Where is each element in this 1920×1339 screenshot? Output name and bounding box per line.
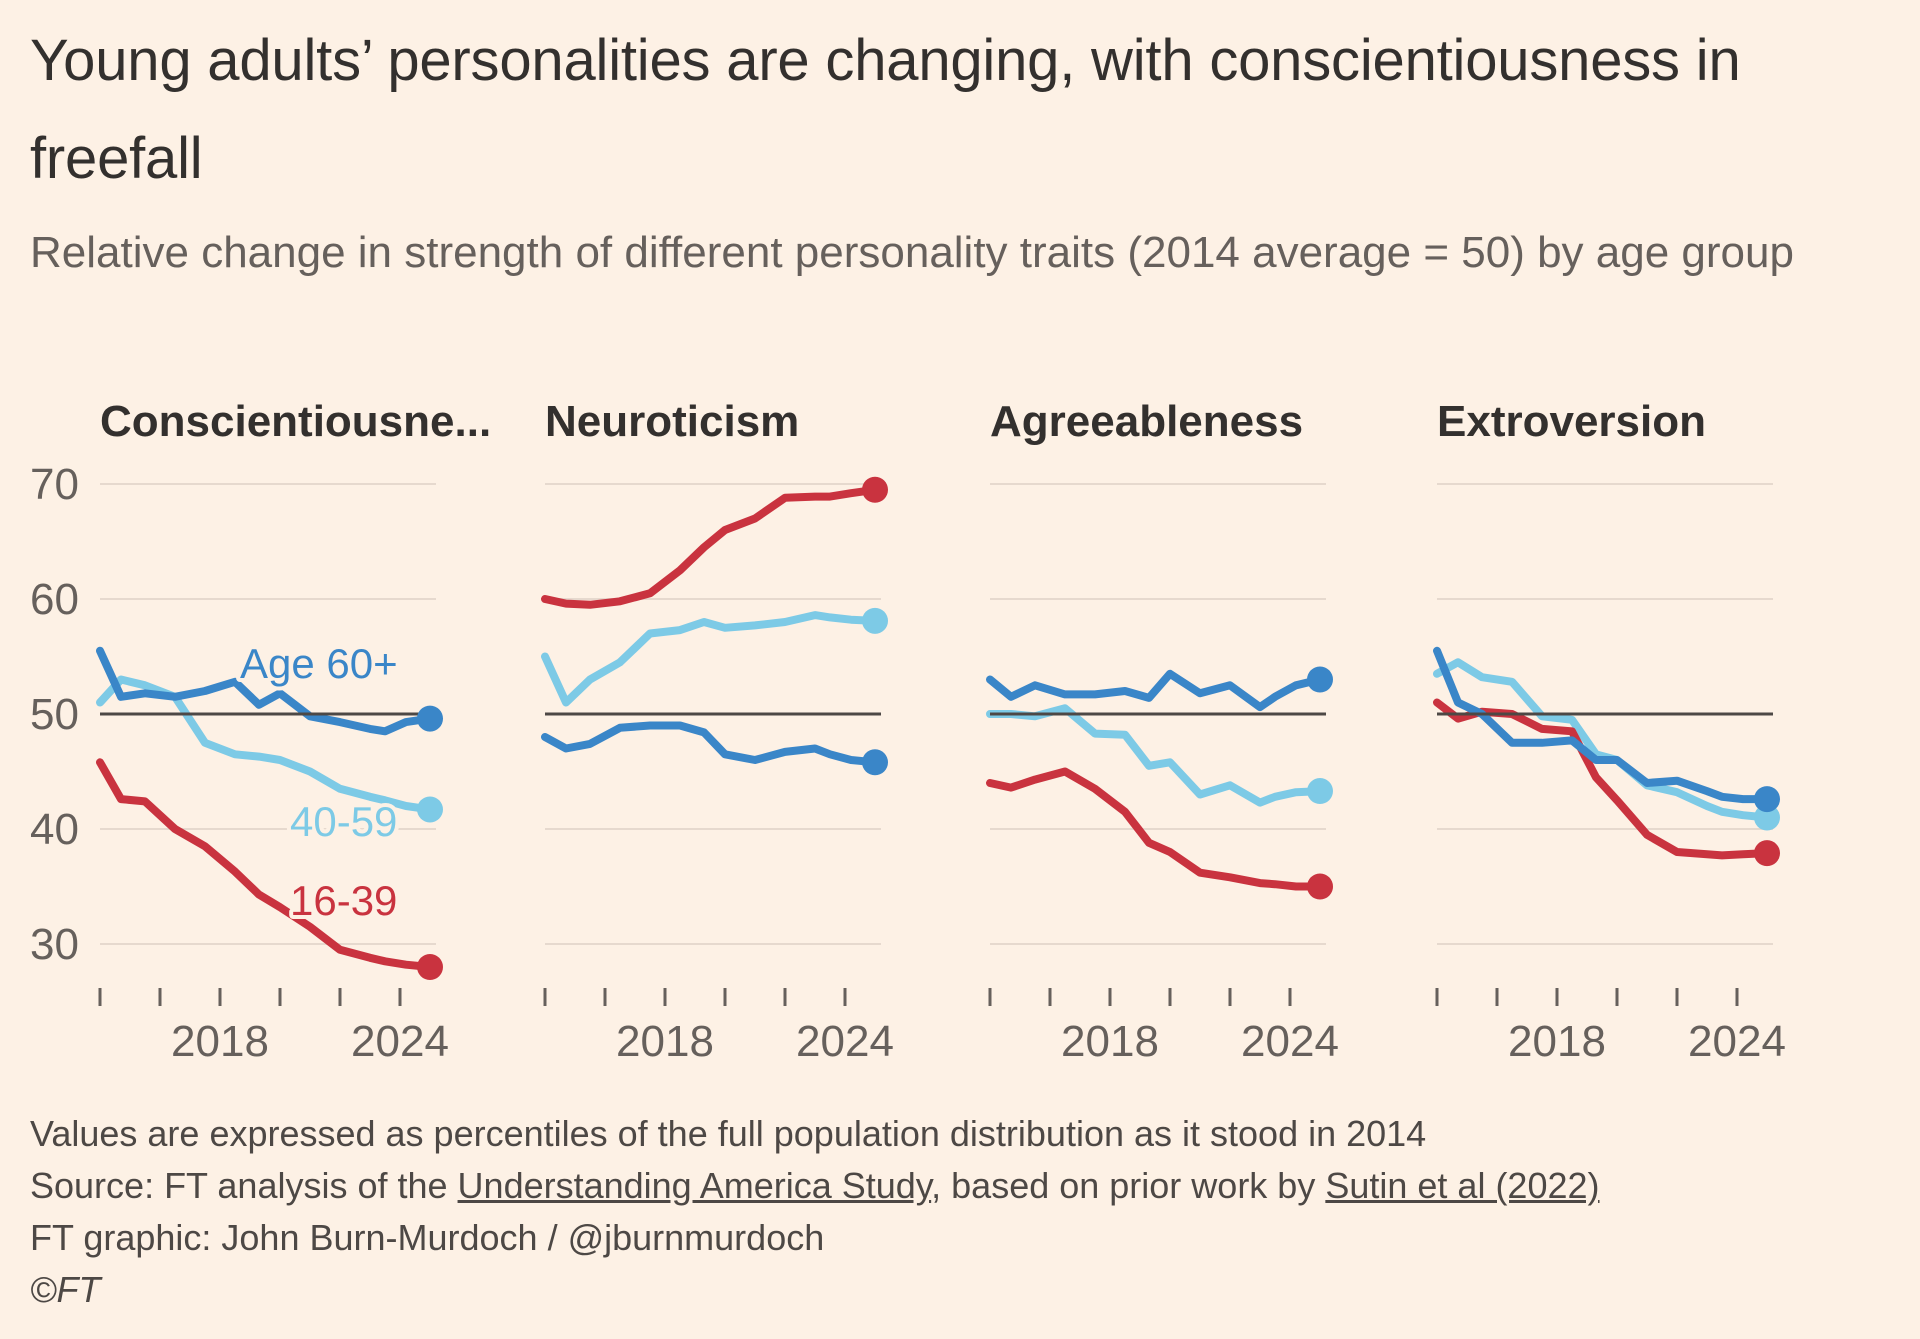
x-tick-label: 2018 (1508, 1017, 1606, 1066)
end-point-marker (862, 476, 888, 503)
y-tick-label: 30 (30, 920, 79, 969)
x-tick-label: 2024 (351, 1017, 449, 1066)
series-line-16-39 (1433, 698, 1771, 860)
series-line-age-60 (96, 646, 434, 736)
series-line-age-60 (541, 721, 879, 767)
chart-footer: Values are expressed as percentiles of t… (30, 1108, 1910, 1316)
end-point-marker (862, 749, 888, 776)
footnote: Values are expressed as percentiles of t… (30, 1113, 1427, 1154)
x-tick-label: 2018 (616, 1017, 714, 1066)
series-line-age-60 (986, 669, 1324, 712)
chart-subtitle: Relative change in strength of different… (30, 228, 1794, 277)
y-tick-label: 60 (30, 575, 79, 624)
x-tick-label: 2018 (171, 1017, 269, 1066)
copyright: ©FT (30, 1269, 101, 1310)
series-label-16-39: 16-39 (290, 877, 397, 924)
end-point-marker (417, 796, 443, 823)
chart-title: Young adults’ personalities are changing… (30, 28, 1741, 191)
x-tick-label: 2024 (1241, 1017, 1339, 1066)
end-point-marker (417, 705, 443, 732)
series-line-age-60 (1433, 646, 1771, 804)
end-point-marker (417, 954, 443, 980)
end-point-marker (862, 607, 888, 634)
series-line-40-59 (986, 704, 1324, 807)
x-tick-label: 2024 (796, 1017, 894, 1066)
end-point-marker (1754, 840, 1780, 867)
graphic-credit: FT graphic: John Burn-Murdoch / @jburnmu… (30, 1217, 825, 1258)
y-tick-label: 50 (30, 690, 79, 739)
source-prefix: Source: FT analysis of the (30, 1165, 458, 1206)
series-line-40-59 (541, 611, 879, 707)
series-label-age-60: Age 60+ (240, 640, 398, 687)
small-multiples-chart: 30 40 50 60 70 Conscientiousne... 2018 2024 Age … (30, 397, 1786, 1066)
sutin-et-al-link[interactable]: Sutin et al (2022) (1325, 1165, 1600, 1206)
series-line-16-39 (96, 758, 434, 971)
panel-title-4: Extroversion (1437, 397, 1706, 446)
y-tick-label: 40 (30, 805, 79, 854)
panel-title-1: Conscientiousne... (100, 397, 491, 446)
series-line-16-39 (986, 767, 1324, 891)
series-line-16-39 (541, 485, 879, 609)
series-label-40-59: 40-59 (290, 798, 397, 845)
end-point-marker (1307, 778, 1333, 805)
end-point-marker (1754, 786, 1780, 813)
panel-title-2: Neuroticism (545, 397, 799, 446)
panel-title-3: Agreeableness (990, 397, 1303, 446)
y-tick-label: 70 (30, 460, 79, 509)
understanding-america-study-link[interactable]: Understanding America Study (457, 1165, 932, 1206)
source-line: Source: FT analysis of the Understanding… (30, 1160, 1910, 1212)
series-line-40-59 (96, 675, 434, 814)
end-point-marker (1754, 804, 1780, 831)
end-point-marker (1307, 666, 1333, 693)
end-point-marker (1307, 873, 1333, 900)
source-middle: , based on prior work by (931, 1165, 1326, 1206)
x-tick-label: 2018 (1061, 1017, 1159, 1066)
x-tick-label: 2024 (1688, 1017, 1786, 1066)
